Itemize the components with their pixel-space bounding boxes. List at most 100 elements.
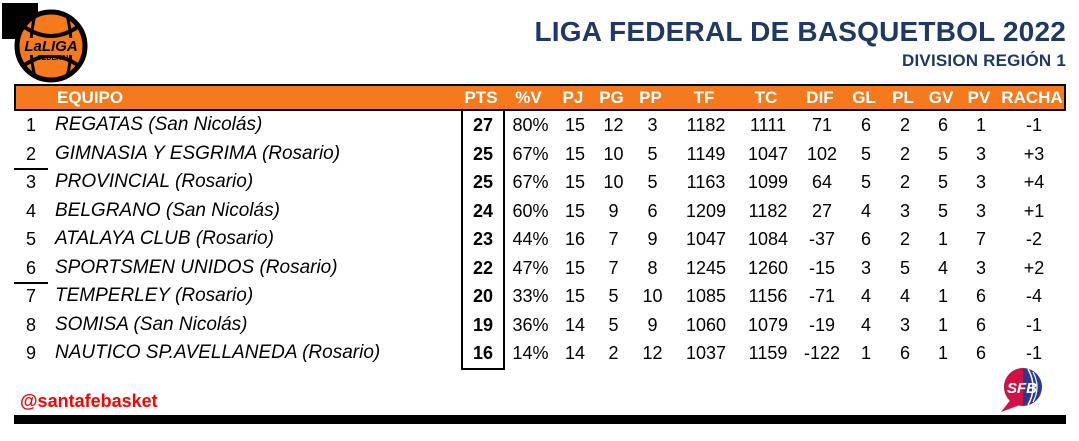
- col-header-tf: TF: [693, 88, 715, 107]
- pp-value: 3: [647, 115, 658, 135]
- racha-value: +3: [1023, 143, 1045, 164]
- col-header-gl: GL: [852, 88, 876, 107]
- gv-value: 1: [937, 286, 948, 306]
- liga-federal-logo-icon: LaLIGA FEDERAL: [2, 3, 88, 83]
- pp-value: 10: [642, 286, 663, 306]
- pj-value: 15: [564, 286, 586, 306]
- dif-value: -71: [808, 286, 835, 306]
- pl-value: 4: [899, 286, 910, 306]
- pj-value: 15: [564, 115, 586, 135]
- table-row: 2 GIMNASIA Y ESGRIMA (Rosario) 25 67% 15…: [14, 139, 1066, 170]
- table-row: 6 SPORTSMEN UNIDOS (Rosario) 22 47% 15 7…: [14, 253, 1066, 284]
- col-header-pl: PL: [892, 88, 914, 107]
- dif-value: 71: [811, 115, 833, 135]
- dif-value: 27: [811, 200, 833, 221]
- col-header-pp: PP: [639, 88, 662, 107]
- pl-value: 2: [899, 115, 910, 135]
- table-row: 8 SOMISA (San Nicolás) 19 36% 14 5 9 106…: [14, 310, 1066, 339]
- col-header-dif: DIF: [806, 88, 834, 107]
- dif-value: -37: [808, 229, 835, 249]
- tc-value: 1099: [747, 172, 789, 192]
- gl-value: 4: [860, 314, 871, 335]
- pv-value: 6: [975, 343, 986, 363]
- col-header-pg: PG: [599, 88, 624, 107]
- gv-value: 5: [937, 172, 948, 192]
- tc-value: 1111: [749, 115, 787, 135]
- tf-value: 1037: [685, 343, 727, 363]
- pj-value: 15: [564, 143, 586, 164]
- pp-value: 5: [647, 143, 658, 164]
- pl-value: 5: [899, 257, 910, 278]
- tc-value: 1182: [748, 200, 788, 221]
- team-name: PROVINCIAL (Rosario): [55, 171, 254, 192]
- pj-value: 15: [564, 257, 586, 278]
- racha-value: +1: [1023, 200, 1045, 221]
- tf-value: 1209: [685, 200, 727, 221]
- page-subtitle: DIVISION REGIÓN 1: [902, 51, 1066, 70]
- pts-value: 19: [461, 310, 505, 339]
- team-name: REGATAS (San Nicolás): [55, 114, 263, 135]
- col-header-pctv: %V: [515, 88, 542, 107]
- racha-value: +2: [1023, 257, 1045, 278]
- page-title: LIGA FEDERAL DE BASQUETBOL 2022: [534, 16, 1066, 47]
- gv-value: 5: [937, 200, 948, 221]
- pts-value: 20: [461, 282, 505, 311]
- tf-value: 1047: [685, 229, 727, 249]
- sfb-logo-icon: SFB: [1001, 368, 1042, 412]
- dif-value: -15: [808, 257, 835, 278]
- pj-value: 15: [564, 200, 586, 221]
- team-name: BELGRANO (San Nicolás): [55, 199, 280, 221]
- table-row: 3 PROVINCIAL (Rosario) 25 67% 15 10 5 11…: [14, 168, 1066, 197]
- pg-value: 7: [608, 229, 619, 249]
- pl-value: 6: [899, 343, 910, 363]
- pv-value: 6: [975, 286, 986, 306]
- pg-value: 9: [608, 200, 619, 221]
- table-body: 1 REGATAS (San Nicolás) 27 80% 15 12 3 1…: [14, 111, 1066, 370]
- tc-value: 1047: [747, 143, 789, 164]
- pg-value: 5: [608, 286, 619, 306]
- col-header-tc: TC: [754, 88, 778, 107]
- gv-value: 6: [937, 115, 948, 135]
- racha-value: -4: [1025, 286, 1042, 306]
- rank: 2: [14, 140, 48, 170]
- pg-value: 2: [608, 343, 619, 363]
- gl-value: 4: [860, 200, 871, 221]
- pctv-value: 47%: [512, 257, 549, 278]
- pg-value: 5: [608, 314, 619, 335]
- pl-value: 3: [899, 200, 910, 221]
- pv-value: 3: [975, 257, 986, 278]
- liga-logo-text: LaLIGA: [24, 38, 77, 55]
- rank: 6: [14, 254, 48, 284]
- pj-value: 15: [564, 172, 586, 192]
- pl-value: 2: [899, 172, 910, 192]
- col-header-gv: GV: [928, 88, 954, 107]
- pv-value: 7: [975, 229, 986, 249]
- gl-value: 6: [860, 115, 871, 135]
- gl-value: 5: [860, 172, 871, 192]
- tf-value: 1245: [685, 257, 727, 278]
- gv-value: 1: [937, 314, 948, 335]
- team-name: ATALAYA CLUB (Rosario): [55, 228, 274, 249]
- table-row: 9 NAUTICO SP.AVELLANEDA (Rosario) 16 14%…: [14, 339, 1066, 370]
- gv-value: 1: [937, 229, 948, 249]
- pj-value: 16: [564, 229, 586, 249]
- pctv-value: 67%: [512, 143, 549, 164]
- title-block: LIGA FEDERAL DE BASQUETBOL 2022 DIVISION…: [534, 17, 1066, 71]
- pp-value: 9: [647, 314, 658, 335]
- tf-value: 1060: [685, 314, 727, 335]
- tf-value: 1182: [686, 115, 726, 135]
- pts-value: 25: [461, 168, 505, 197]
- pctv-value: 14%: [512, 343, 549, 363]
- tc-value: 1159: [748, 343, 788, 363]
- tc-value: 1084: [747, 229, 789, 249]
- pl-value: 2: [899, 229, 910, 249]
- tc-value: 1079: [747, 314, 789, 335]
- pg-value: 10: [603, 172, 624, 192]
- racha-value: -2: [1025, 229, 1042, 249]
- pctv-value: 60%: [512, 200, 549, 221]
- pp-value: 8: [647, 257, 658, 278]
- pv-value: 3: [975, 143, 986, 164]
- gl-value: 4: [860, 286, 871, 306]
- pj-value: 14: [564, 314, 586, 335]
